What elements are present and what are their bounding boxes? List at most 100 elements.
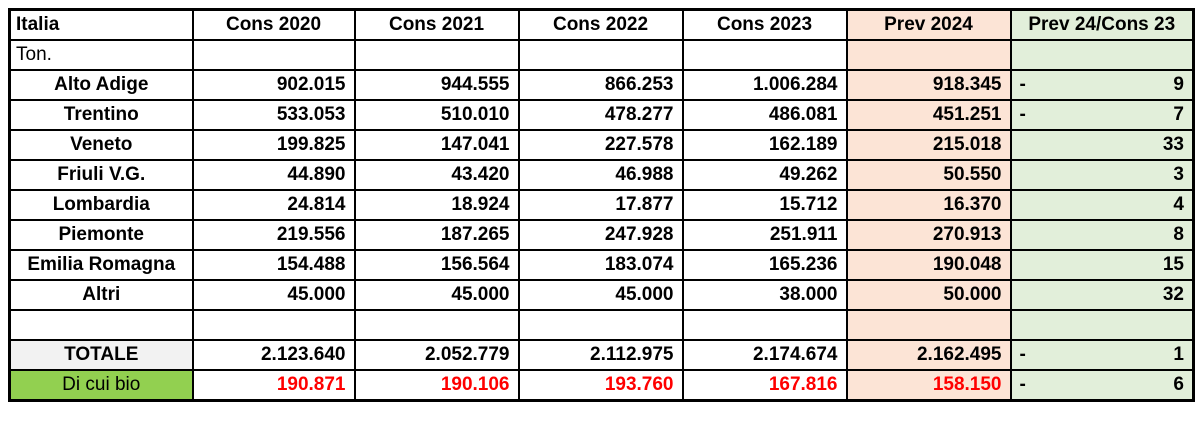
empty-cell[interactable] <box>517 309 684 341</box>
value-cell[interactable]: 43.420 <box>353 159 520 191</box>
value-cell[interactable]: 16.370 <box>845 189 1012 221</box>
col-header-cons-2022[interactable]: Cons 2022 <box>517 8 684 41</box>
empty-cell[interactable] <box>517 39 684 71</box>
region-label[interactable]: Veneto <box>8 129 194 161</box>
value-cell[interactable]: 451.251 <box>845 99 1012 131</box>
empty-cell[interactable] <box>353 309 520 341</box>
region-label[interactable]: Emilia Romagna <box>8 249 194 281</box>
col-header-prev24-cons23[interactable]: Prev 24/Cons 23 <box>1009 8 1195 41</box>
value-cell[interactable]: 17.877 <box>517 189 684 221</box>
col-header-cons-2023[interactable]: Cons 2023 <box>681 8 848 41</box>
unit-label[interactable]: Ton. <box>8 39 194 71</box>
value-cell[interactable]: 50.000 <box>845 279 1012 311</box>
value-cell[interactable]: 50.550 <box>845 159 1012 191</box>
empty-cell[interactable] <box>1009 39 1195 71</box>
value-cell[interactable]: 44.890 <box>191 159 356 191</box>
total-value-cell[interactable]: 2.123.640 <box>191 339 356 371</box>
total-label[interactable]: TOTALE <box>8 339 194 371</box>
value-cell[interactable]: 45.000 <box>517 279 684 311</box>
total-value-cell[interactable]: 2.174.674 <box>681 339 848 371</box>
empty-cell[interactable] <box>191 39 356 71</box>
delta-cell[interactable]: -7 <box>1009 99 1195 131</box>
empty-cell[interactable] <box>845 39 1012 71</box>
spacer-row <box>8 309 1195 341</box>
row-altri: Altri 45.000 45.000 45.000 38.000 50.000… <box>8 279 1195 311</box>
delta-cell[interactable]: 3 <box>1009 159 1195 191</box>
col-header-prev-2024[interactable]: Prev 2024 <box>845 8 1012 41</box>
bio-value-cell[interactable]: 167.816 <box>681 369 848 402</box>
value-cell[interactable]: 199.825 <box>191 129 356 161</box>
empty-cell[interactable] <box>8 309 194 341</box>
value-cell[interactable]: 219.556 <box>191 219 356 251</box>
delta-cell[interactable]: 8 <box>1009 219 1195 251</box>
value-cell[interactable]: 162.189 <box>681 129 848 161</box>
value-cell[interactable]: 270.913 <box>845 219 1012 251</box>
value-cell[interactable]: 247.928 <box>517 219 684 251</box>
bio-value-cell[interactable]: 158.150 <box>845 369 1012 402</box>
value-cell[interactable]: 478.277 <box>517 99 684 131</box>
bio-row: Di cui bio 190.871 190.106 193.760 167.8… <box>8 369 1195 402</box>
value-cell[interactable]: 918.345 <box>845 69 1012 101</box>
value-cell[interactable]: 183.074 <box>517 249 684 281</box>
value-cell[interactable]: 154.488 <box>191 249 356 281</box>
empty-cell[interactable] <box>1009 309 1195 341</box>
region-label[interactable]: Lombardia <box>8 189 194 221</box>
empty-cell[interactable] <box>681 39 848 71</box>
bio-value-cell[interactable]: 190.106 <box>353 369 520 402</box>
value-cell[interactable]: 190.048 <box>845 249 1012 281</box>
value-cell[interactable]: 46.988 <box>517 159 684 191</box>
value-cell[interactable]: 45.000 <box>191 279 356 311</box>
value-cell[interactable]: 510.010 <box>353 99 520 131</box>
row-trentino: Trentino 533.053 510.010 478.277 486.081… <box>8 99 1195 131</box>
value-cell[interactable]: 15.712 <box>681 189 848 221</box>
delta-cell[interactable]: 4 <box>1009 189 1195 221</box>
region-label[interactable]: Friuli V.G. <box>8 159 194 191</box>
delta-cell[interactable]: 32 <box>1009 279 1195 311</box>
row-piemonte: Piemonte 219.556 187.265 247.928 251.911… <box>8 219 1195 251</box>
total-value-cell[interactable]: 2.052.779 <box>353 339 520 371</box>
value-cell[interactable]: 187.265 <box>353 219 520 251</box>
value-cell[interactable]: 866.253 <box>517 69 684 101</box>
empty-cell[interactable] <box>191 309 356 341</box>
value-cell[interactable]: 49.262 <box>681 159 848 191</box>
corner-cell[interactable]: Italia <box>8 8 194 41</box>
value-cell[interactable]: 24.814 <box>191 189 356 221</box>
value-cell[interactable]: 533.053 <box>191 99 356 131</box>
value-cell[interactable]: 38.000 <box>681 279 848 311</box>
value-cell[interactable]: 45.000 <box>353 279 520 311</box>
delta-cell[interactable]: -6 <box>1009 369 1195 402</box>
empty-cell[interactable] <box>845 309 1012 341</box>
delta-cell[interactable]: -9 <box>1009 69 1195 101</box>
delta-cell[interactable]: -1 <box>1009 339 1195 371</box>
bio-label[interactable]: Di cui bio <box>8 369 194 402</box>
empty-cell[interactable] <box>681 309 848 341</box>
value-cell[interactable]: 251.911 <box>681 219 848 251</box>
row-friuli: Friuli V.G. 44.890 43.420 46.988 49.262 … <box>8 159 1195 191</box>
region-label[interactable]: Piemonte <box>8 219 194 251</box>
value-cell[interactable]: 1.006.284 <box>681 69 848 101</box>
region-label[interactable]: Alto Adige <box>8 69 194 101</box>
col-header-cons-2020[interactable]: Cons 2020 <box>191 8 356 41</box>
bio-value-cell[interactable]: 190.871 <box>191 369 356 402</box>
value-cell[interactable]: 156.564 <box>353 249 520 281</box>
value-cell[interactable]: 944.555 <box>353 69 520 101</box>
region-label[interactable]: Altri <box>8 279 194 311</box>
empty-cell[interactable] <box>353 39 520 71</box>
value-cell[interactable]: 147.041 <box>353 129 520 161</box>
bio-value-cell[interactable]: 193.760 <box>517 369 684 402</box>
total-value-cell[interactable]: 2.162.495 <box>845 339 1012 371</box>
value-cell[interactable]: 215.018 <box>845 129 1012 161</box>
delta-value: 4 <box>1173 194 1184 215</box>
col-header-cons-2021[interactable]: Cons 2021 <box>353 8 520 41</box>
value-cell[interactable]: 486.081 <box>681 99 848 131</box>
value-cell[interactable]: 165.236 <box>681 249 848 281</box>
region-label[interactable]: Trentino <box>8 99 194 131</box>
value-cell[interactable]: 902.015 <box>191 69 356 101</box>
row-lombardia: Lombardia 24.814 18.924 17.877 15.712 16… <box>8 189 1195 221</box>
delta-value: 7 <box>1173 104 1184 125</box>
delta-cell[interactable]: 15 <box>1009 249 1195 281</box>
value-cell[interactable]: 227.578 <box>517 129 684 161</box>
value-cell[interactable]: 18.924 <box>353 189 520 221</box>
delta-cell[interactable]: 33 <box>1009 129 1195 161</box>
total-value-cell[interactable]: 2.112.975 <box>517 339 684 371</box>
